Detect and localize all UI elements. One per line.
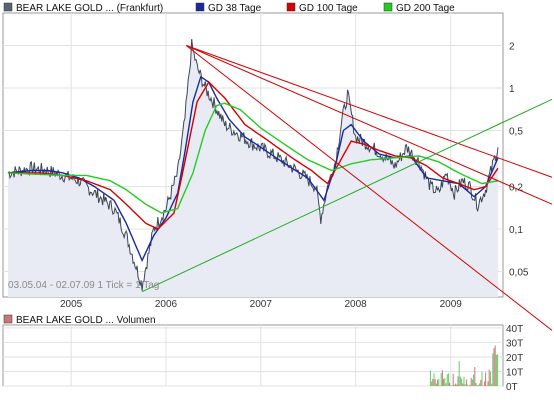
legend-swatch bbox=[3, 2, 13, 12]
x-tick-label: 2007 bbox=[250, 299, 273, 310]
legend-main: BEAR LAKE GOLD ... (Frankfurt) GD 38 Tage… bbox=[3, 2, 455, 14]
price-area-fill bbox=[8, 39, 498, 297]
volume-bars bbox=[429, 345, 499, 386]
legend-swatch bbox=[195, 2, 205, 12]
trendline-extension bbox=[497, 98, 553, 126]
legend-swatch bbox=[286, 2, 296, 12]
x-tick-label: 2009 bbox=[440, 299, 463, 310]
x-tick-label: 2006 bbox=[155, 299, 178, 310]
trendline-extensions bbox=[497, 98, 553, 331]
x-tick-label: 2008 bbox=[344, 299, 367, 310]
trendline bbox=[141, 124, 499, 293]
volume-y-tick-label: 20T bbox=[506, 353, 523, 364]
y-tick-label: 1 bbox=[509, 84, 515, 95]
y-tick-label: 2 bbox=[509, 42, 515, 53]
x-tick-label: 2005 bbox=[60, 299, 83, 310]
legend-label: BEAR LAKE GOLD ... (Frankfurt) bbox=[16, 3, 163, 14]
price-lines bbox=[7, 39, 499, 291]
trendline-extension bbox=[497, 287, 553, 331]
trendline bbox=[186, 45, 499, 182]
volume-y-axis: 0T 10T 20T 30T 40T bbox=[506, 324, 523, 393]
price-x-axis: 2005 2006 2007 2008 2009 bbox=[60, 299, 462, 310]
trendline-extension bbox=[497, 157, 553, 178]
legend-swatch-volume bbox=[3, 314, 13, 324]
volume-y-tick-label: 0T bbox=[506, 382, 518, 393]
trendline bbox=[186, 45, 499, 159]
volume-panel bbox=[2, 324, 504, 387]
price-y-axis: 0,05 0,1 0,2 0,5 1 2 bbox=[509, 42, 529, 279]
volume-grid bbox=[3, 325, 503, 387]
legend-volume: BEAR LAKE GOLD ... Volumen bbox=[3, 314, 156, 326]
series-line-2 bbox=[8, 80, 499, 230]
legend-swatch bbox=[383, 2, 393, 12]
trendlines bbox=[141, 45, 553, 331]
legend-label: GD 38 Tage bbox=[208, 3, 262, 14]
y-tick-label: 0,05 bbox=[509, 268, 529, 279]
y-tick-label: 0,5 bbox=[509, 126, 523, 137]
y-tick-label: 0,1 bbox=[509, 225, 523, 236]
volume-y-tick-label: 40T bbox=[506, 324, 523, 335]
trendline bbox=[185, 45, 499, 289]
legend-label: GD 100 Tage bbox=[299, 3, 358, 14]
volume-y-tick-label: 30T bbox=[506, 338, 523, 349]
series-line-1 bbox=[7, 75, 499, 263]
legend-label-volume: BEAR LAKE GOLD ... Volumen bbox=[16, 315, 156, 326]
info-text: 03.05.04 - 02.07.09 1 Tick = 1 Tag bbox=[8, 280, 159, 291]
y-tick-label: 0,2 bbox=[509, 183, 523, 194]
trendline-extension bbox=[497, 180, 553, 205]
legend-label: GD 200 Tage bbox=[396, 3, 455, 14]
series-line-3 bbox=[7, 102, 499, 214]
volume-y-tick-label: 10T bbox=[506, 367, 523, 378]
series-line-0 bbox=[7, 39, 499, 291]
